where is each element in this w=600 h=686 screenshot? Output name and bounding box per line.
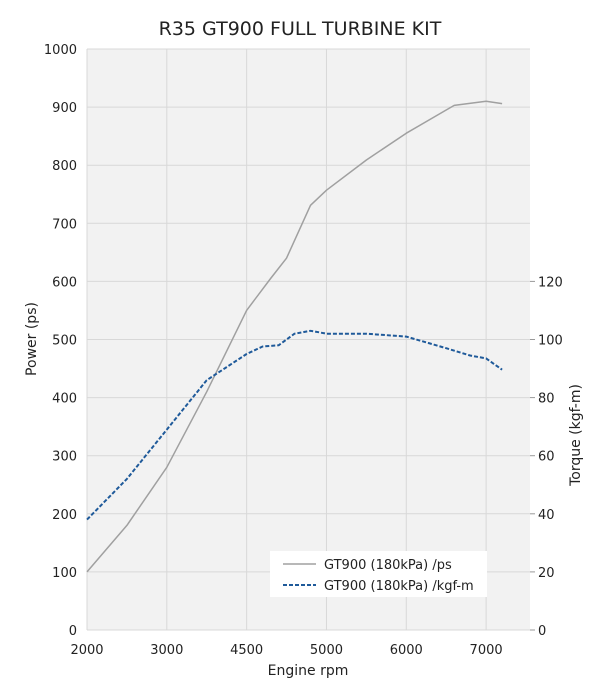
y-tick-label: 300 (52, 450, 77, 465)
x-tick-label: 6000 (390, 643, 423, 658)
y-tick-label: 1000 (44, 43, 77, 58)
y-tick-label: 500 (52, 334, 77, 349)
legend-label-power: GT900 (180kPa) /ps (324, 558, 452, 573)
y2-tick-label: 20 (538, 566, 555, 581)
x-tick-label: 2000 (70, 643, 103, 658)
y-tick-label: 700 (52, 217, 77, 232)
y2-tick-label: 80 (538, 392, 555, 407)
x-tick-label: 3000 (150, 643, 183, 658)
y-tick-label: 900 (52, 101, 77, 116)
y2-tick-label: 0 (538, 624, 546, 639)
torque-line (86, 329, 503, 521)
y-tick-label: 200 (52, 508, 77, 523)
y2-tick-label: 120 (538, 275, 563, 290)
y2-tick-label: 100 (538, 334, 563, 349)
x-tick-label: 4500 (230, 643, 263, 658)
power-line (86, 100, 503, 573)
y-tick-label: 400 (52, 392, 77, 407)
y-axis-label: Power (ps) (24, 302, 40, 376)
y2-tick-label: 40 (538, 508, 555, 523)
y-tick-label: 800 (52, 159, 77, 174)
legend-label-torque: GT900 (180kPa) /kgf-m (324, 579, 474, 594)
chart-title: R35 GT900 FULL TURBINE KIT (159, 18, 442, 40)
y2-tick-label: 60 (538, 450, 555, 465)
y2-axis-label: Torque (kgf-m) (568, 384, 584, 487)
x-axis-label: Engine rpm (268, 663, 349, 679)
x-tick-label: 7000 (470, 643, 503, 658)
legend: GT900 (180kPa) /ps GT900 (180kPa) /kgf-m (270, 551, 487, 597)
y-tick-label: 100 (52, 566, 77, 581)
y-tick-label: 600 (52, 275, 77, 290)
x-tick-label: 5000 (310, 643, 343, 658)
y-tick-label: 0 (69, 624, 77, 639)
